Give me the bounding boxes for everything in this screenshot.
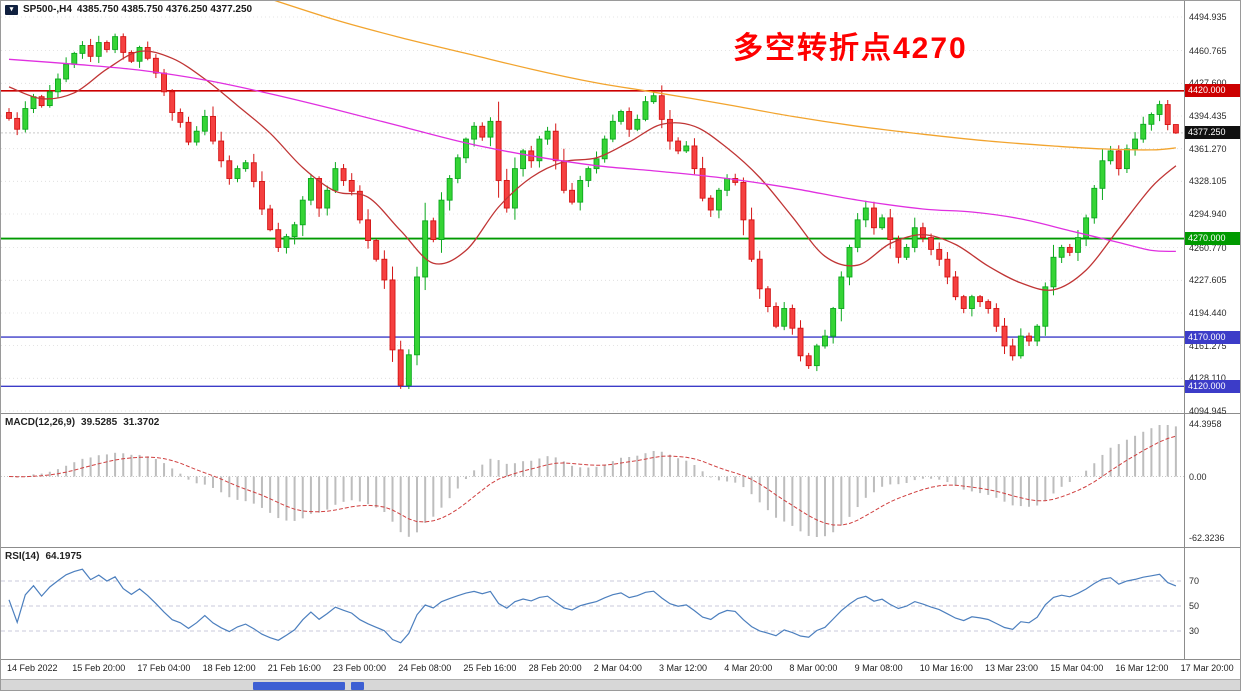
macd-signal-line: [8, 435, 1177, 526]
panel-separators: [1, 1, 1240, 660]
x-axis-label: 2 Mar 04:00: [593, 663, 642, 673]
horizontal-level-lines: [1, 90, 1184, 388]
h-scrollbar[interactable]: [1, 679, 1240, 690]
x-axis-label: 9 Mar 08:00: [854, 663, 903, 673]
x-axis-label: 17 Feb 04:00: [137, 663, 191, 673]
x-axis-label: 24 Feb 08:00: [398, 663, 452, 673]
x-axis-label: 8 Mar 00:00: [789, 663, 838, 673]
x-axis-label: 23 Feb 00:00: [333, 663, 387, 673]
mid-ma-line: [8, 58, 1176, 253]
rsi: [1, 568, 1184, 644]
candles: [6, 33, 1179, 389]
x-axis-label: 4 Mar 20:00: [724, 663, 773, 673]
scrollbar-segment[interactable]: [253, 682, 345, 690]
x-axis-label: 25 Feb 16:00: [463, 663, 517, 673]
x-axis-label: 3 Mar 12:00: [659, 663, 708, 673]
slow-ma-line: [274, 1, 1176, 151]
macd-histogram: [1, 425, 1184, 537]
x-axis-label: 15 Feb 20:00: [72, 663, 126, 673]
fast-ma-line: [8, 50, 1177, 291]
x-axis-label: 21 Feb 16:00: [267, 663, 321, 673]
x-axis-label: 15 Mar 04:00: [1050, 663, 1104, 673]
x-axis-label: 18 Feb 12:00: [202, 663, 256, 673]
x-axis-label: 13 Mar 23:00: [985, 663, 1039, 673]
x-axis-label: 14 Feb 2022: [7, 663, 58, 673]
x-axis-label: 16 Mar 12:00: [1115, 663, 1169, 673]
x-axis-label: 10 Mar 16:00: [919, 663, 973, 673]
x-axis-label: 28 Feb 20:00: [528, 663, 582, 673]
x-axis-label: 17 Mar 20:00: [1180, 663, 1234, 673]
time-axis[interactable]: 14 Feb 2022 15 Feb 20:00 17 Feb 04:00 18 Fe…: [1, 660, 1240, 679]
scrollbar-segment[interactable]: [351, 682, 364, 690]
